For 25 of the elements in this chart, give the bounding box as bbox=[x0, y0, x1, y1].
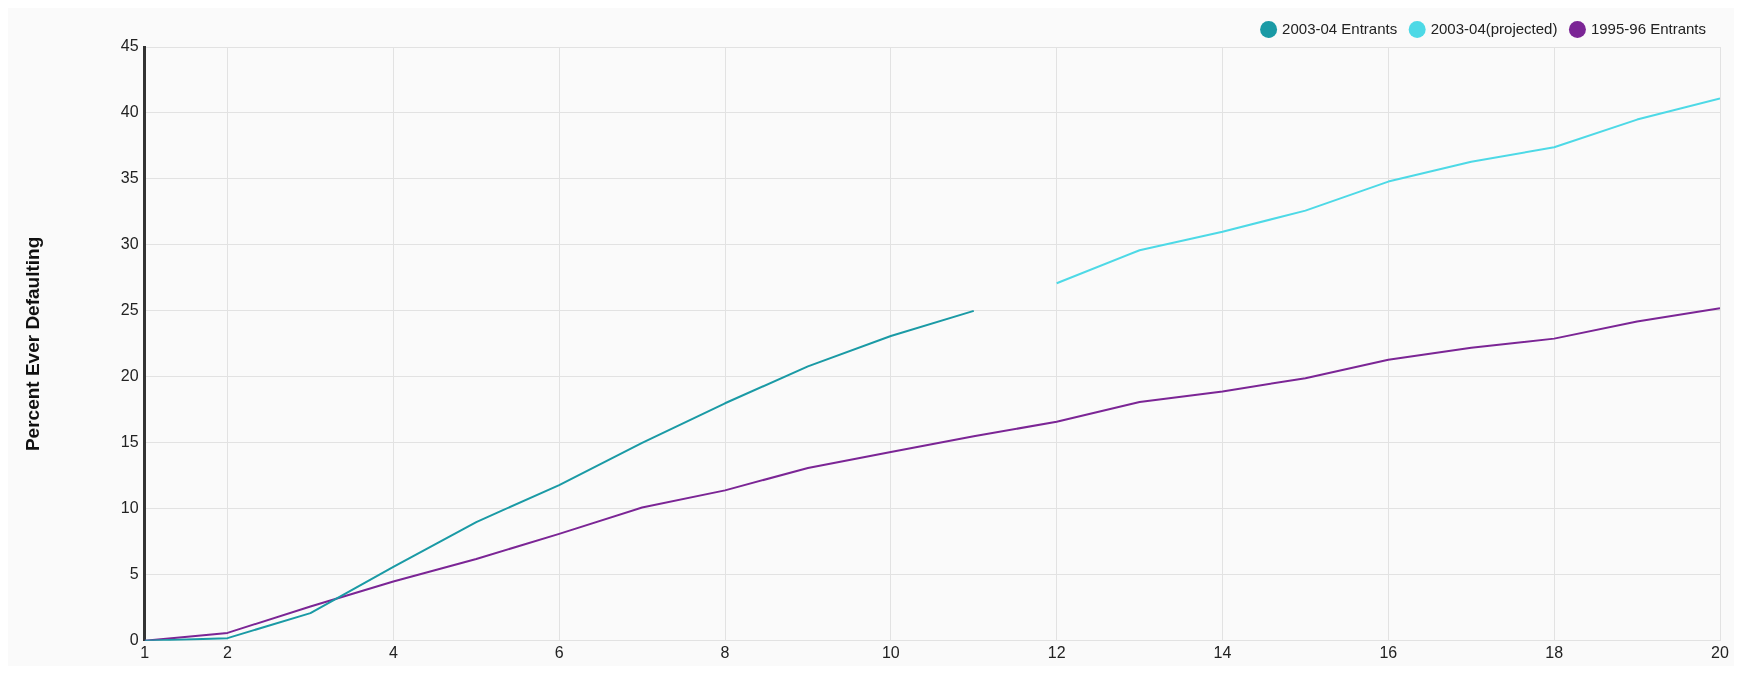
x-tick-label: 20 bbox=[1711, 643, 1729, 661]
x-tick-label: 8 bbox=[720, 643, 730, 661]
y-axis-title: Percent Ever Defaulting bbox=[21, 236, 43, 452]
y-tick-label: 0 bbox=[129, 631, 139, 649]
y-tick-label: 25 bbox=[120, 301, 139, 319]
y-tick-label: 40 bbox=[120, 103, 139, 121]
x-tick-label: 4 bbox=[388, 643, 398, 661]
y-tick-label: 15 bbox=[120, 433, 139, 451]
legend-label: 1995-96 Entrants bbox=[1590, 19, 1706, 37]
x-tick-label: 1 bbox=[140, 643, 150, 661]
x-tick-label: 16 bbox=[1379, 643, 1398, 661]
x-tick-label: 14 bbox=[1213, 643, 1232, 661]
y-tick-label: 35 bbox=[120, 169, 139, 187]
y-tick-label: 45 bbox=[120, 37, 139, 55]
x-tick-label: 2 bbox=[223, 643, 233, 661]
x-tick-label: 10 bbox=[881, 643, 900, 661]
x-tick-label: 6 bbox=[554, 643, 564, 661]
y-tick-label: 30 bbox=[120, 235, 139, 253]
y-tick-label: 5 bbox=[129, 565, 139, 583]
y-tick-label: 20 bbox=[120, 367, 139, 385]
legend-label: 2003-04 Entrants bbox=[1282, 19, 1398, 37]
x-tick-label: 12 bbox=[1047, 643, 1066, 661]
legend-label: 2003-04(projected) bbox=[1430, 19, 1558, 37]
y-tick-label: 10 bbox=[120, 499, 139, 517]
x-tick-label: 18 bbox=[1545, 643, 1564, 661]
